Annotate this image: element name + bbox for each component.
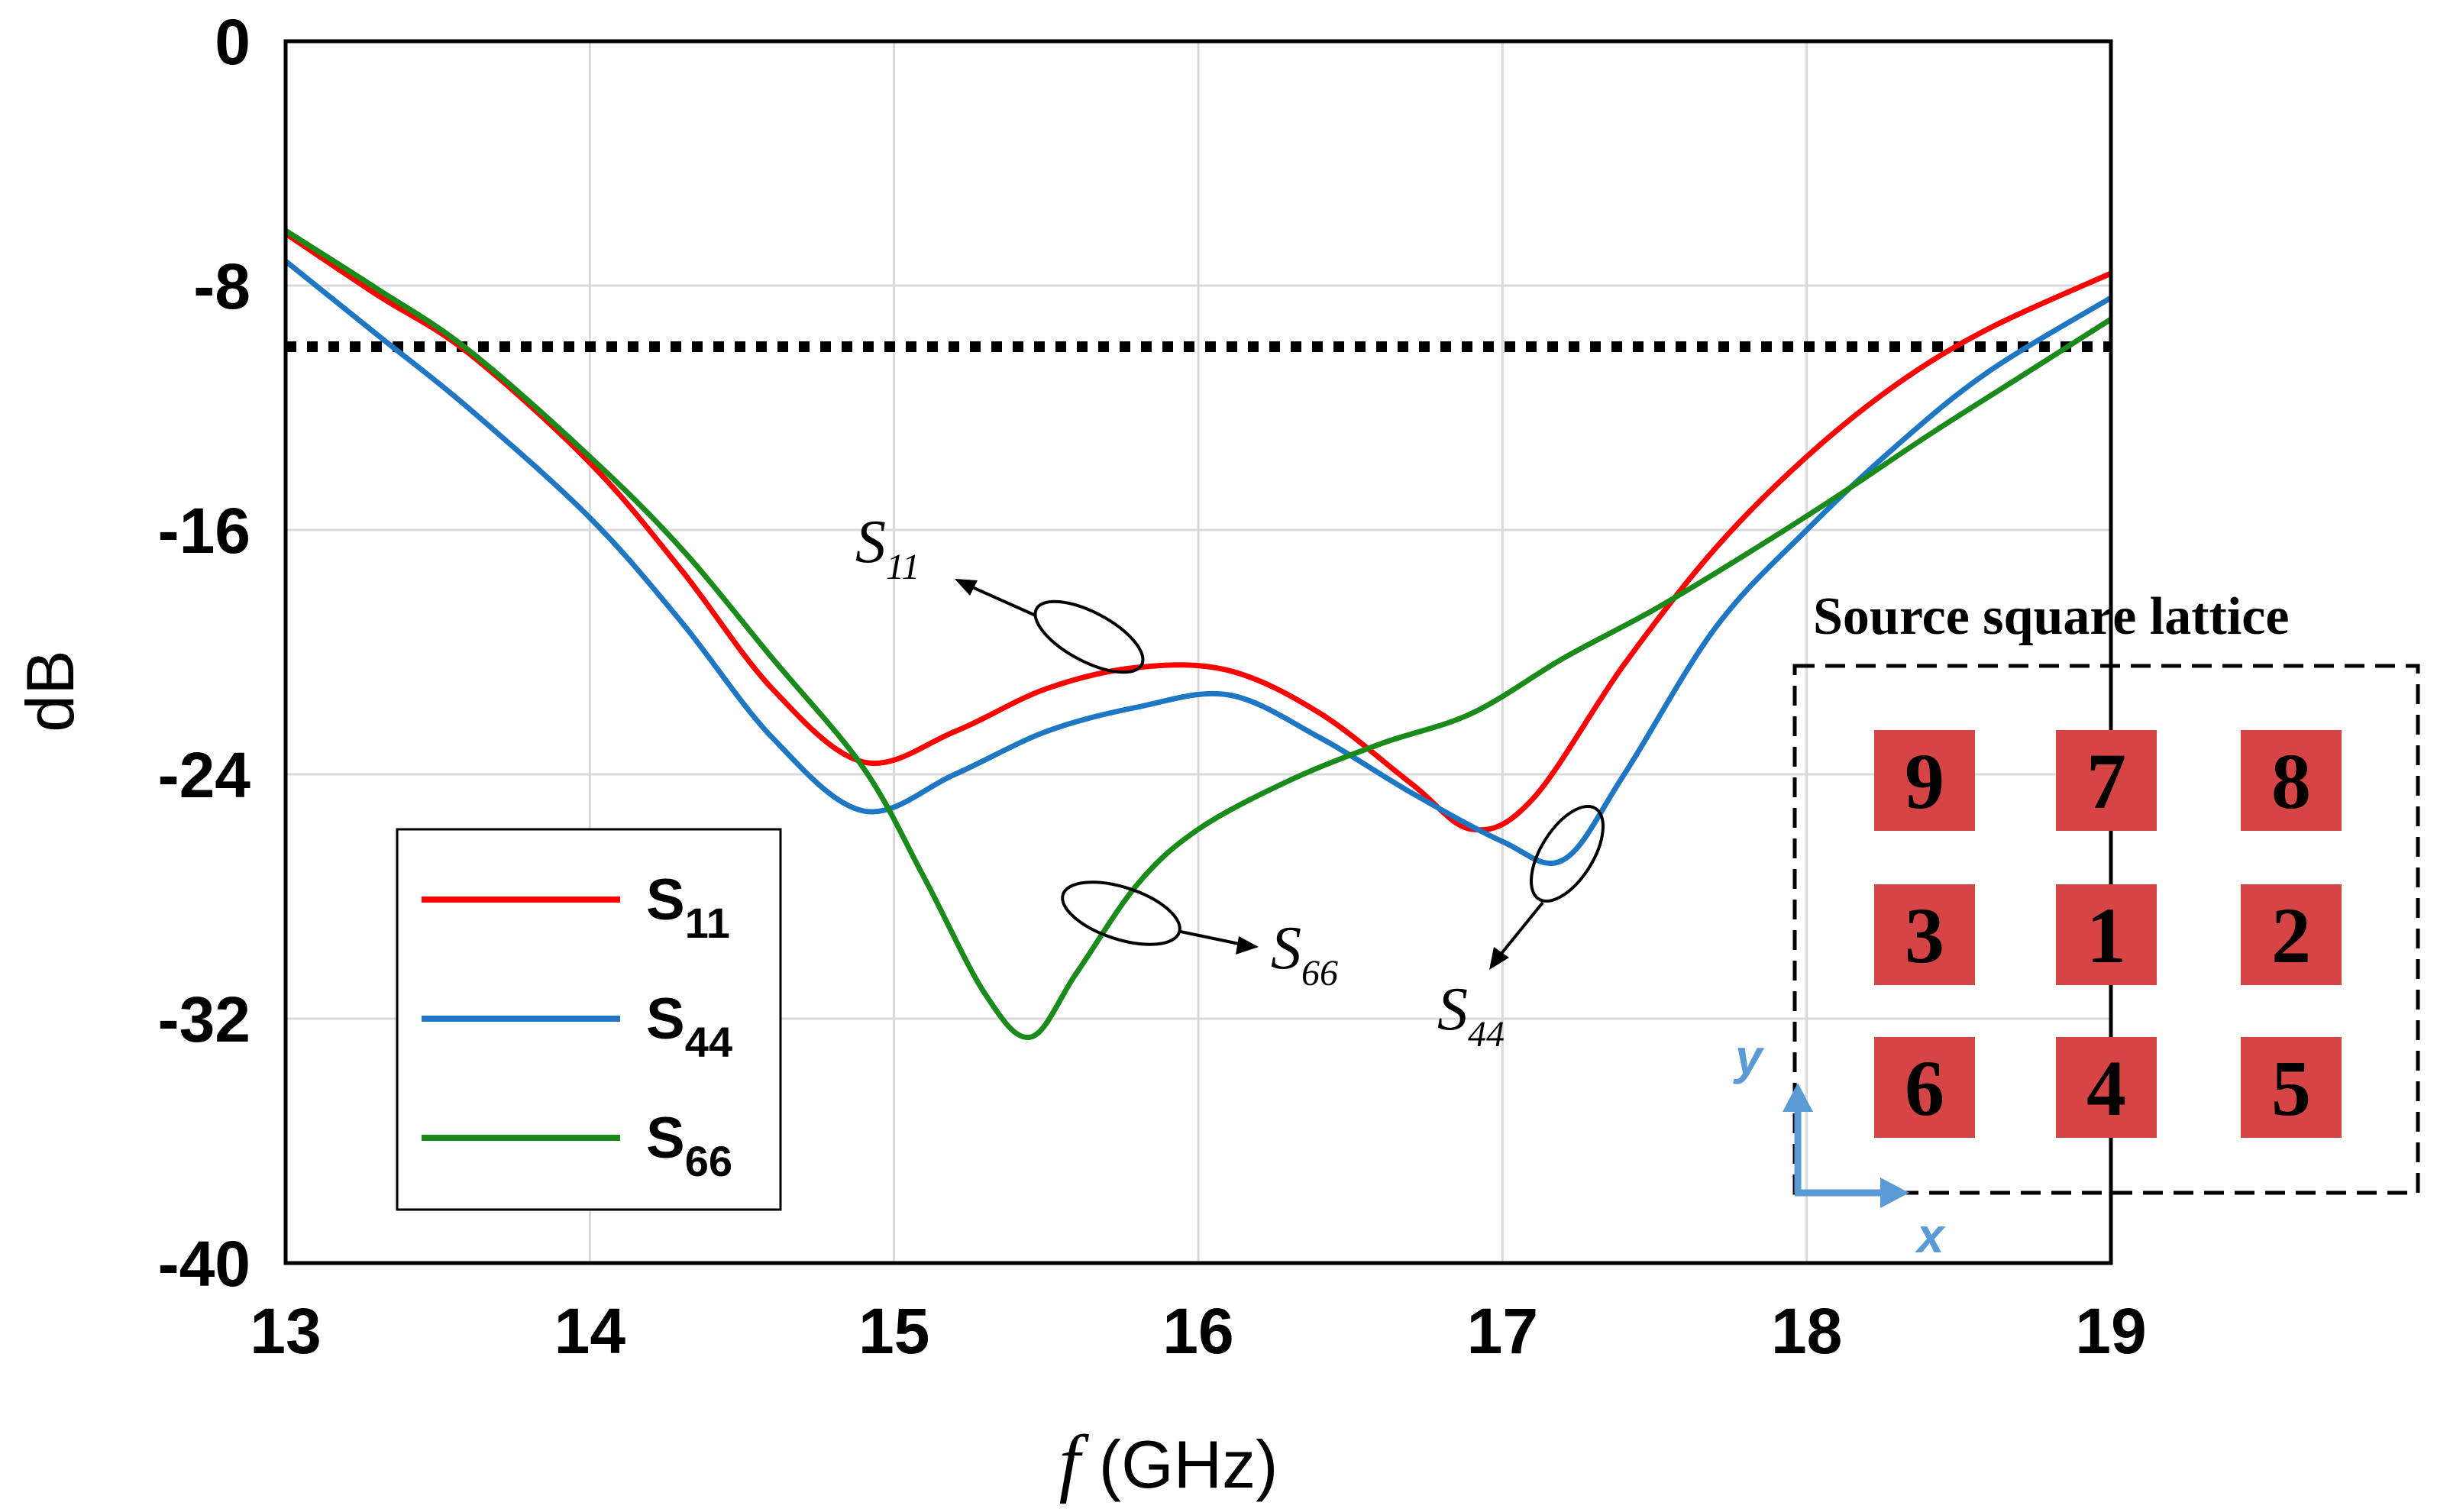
lattice-cell-5 bbox=[2241, 1037, 2342, 1138]
x-tick-label-16: 16 bbox=[1162, 1295, 1233, 1367]
y-tick-label--24: -24 bbox=[158, 739, 251, 811]
lattice-axis-y-label: y bbox=[1733, 1029, 1765, 1084]
y-tick-label-0: 0 bbox=[215, 6, 250, 78]
lattice-axis-x-label: x bbox=[1915, 1208, 1946, 1263]
annotation-arrowhead-s66 bbox=[1236, 936, 1259, 955]
lattice-cell-label-3: 3 bbox=[1905, 892, 1944, 980]
x-tick-label-18: 18 bbox=[1771, 1295, 1842, 1367]
x-axis-label-unit: (GHz) bbox=[1080, 1426, 1278, 1502]
series-line-s44 bbox=[283, 259, 2112, 867]
lattice-cell-7 bbox=[2056, 730, 2157, 831]
annotation-label-s11: S11 bbox=[855, 509, 920, 587]
lattice-cells: 9 7 8 3 1 2 6 4 5 bbox=[1874, 730, 2342, 1138]
y-tick-label--16: -16 bbox=[158, 495, 250, 567]
lattice-cell-8 bbox=[2241, 730, 2342, 831]
series-group bbox=[283, 228, 2112, 1040]
annotation-s44: S44 bbox=[1437, 804, 1605, 1055]
annotation-ellipse-s66 bbox=[1061, 880, 1181, 946]
lattice-cell-9 bbox=[1874, 730, 1975, 831]
lattice-cell-label-6: 6 bbox=[1905, 1045, 1944, 1132]
legend: S11 S44 S66 bbox=[396, 828, 782, 1211]
lattice-title: Source square lattice bbox=[1813, 587, 2289, 646]
annotation-arrowhead-s11 bbox=[955, 579, 978, 596]
lattice-axis-y-arrowhead bbox=[1783, 1083, 1813, 1112]
y-axis-label: dB bbox=[12, 650, 88, 732]
lattice-cell-label-9: 9 bbox=[1905, 738, 1944, 825]
x-axis-label: f (GHz) bbox=[1059, 1420, 1278, 1504]
series-line-s11 bbox=[284, 231, 2112, 833]
y-tick-label--32: -32 bbox=[158, 984, 250, 1055]
lattice-axis-x-arrowhead bbox=[1880, 1178, 1909, 1208]
lattice-cell-2 bbox=[2241, 884, 2342, 985]
x-tick-label-19: 19 bbox=[2075, 1295, 2146, 1367]
plot-frame bbox=[283, 39, 2113, 1265]
legend-label-s11: S11 bbox=[646, 867, 730, 947]
annotation-ellipse-s11 bbox=[1033, 599, 1145, 674]
tick-labels: 13 14 15 16 17 18 190-8-16-24-32-40 bbox=[158, 6, 2147, 1367]
annotation-arrowhead-s44 bbox=[1489, 947, 1509, 970]
lattice-frame bbox=[1792, 664, 2420, 1195]
lattice-cell-label-7: 7 bbox=[2086, 738, 2126, 825]
legend-label-s44: S44 bbox=[646, 987, 732, 1066]
annotation-label-s66: S66 bbox=[1271, 915, 1338, 993]
annotation-arrow-s44 bbox=[1495, 901, 1544, 961]
lattice-cell-label-8: 8 bbox=[2271, 738, 2311, 825]
x-tick-label-13: 13 bbox=[250, 1295, 321, 1367]
lattice-cell-6 bbox=[1874, 1037, 1975, 1138]
annotation-s11: S11 bbox=[855, 509, 1145, 674]
annotation-ellipse-s44 bbox=[1530, 804, 1605, 903]
lattice-inset: Source square lattice 9 7 8 3 1 2 6 4 5 y x bbox=[1733, 587, 2420, 1263]
annotation-s66: S66 bbox=[1061, 880, 1338, 993]
series-line-s66 bbox=[284, 228, 2112, 1040]
lattice-cell-label-1: 1 bbox=[2086, 892, 2126, 980]
x-tick-label-15: 15 bbox=[858, 1295, 929, 1367]
lattice-cell-label-5: 5 bbox=[2271, 1045, 2311, 1132]
lattice-cell-label-2: 2 bbox=[2271, 892, 2311, 980]
legend-label-s66: S66 bbox=[646, 1106, 732, 1185]
annotation-arrow-s11 bbox=[963, 582, 1036, 617]
lattice-cell-4 bbox=[2056, 1037, 2157, 1138]
y-tick-label--40: -40 bbox=[158, 1228, 250, 1300]
annotation-arrow-s66 bbox=[1180, 930, 1247, 947]
lattice-cell-3 bbox=[1874, 884, 1975, 985]
y-tick-label--8: -8 bbox=[193, 250, 250, 322]
lattice-cell-1 bbox=[2056, 884, 2157, 985]
annotation-label-s44: S44 bbox=[1437, 976, 1505, 1055]
x-tick-label-14: 14 bbox=[554, 1295, 626, 1367]
lattice-cell-label-4: 4 bbox=[2086, 1045, 2126, 1132]
x-tick-label-17: 17 bbox=[1467, 1295, 1538, 1367]
